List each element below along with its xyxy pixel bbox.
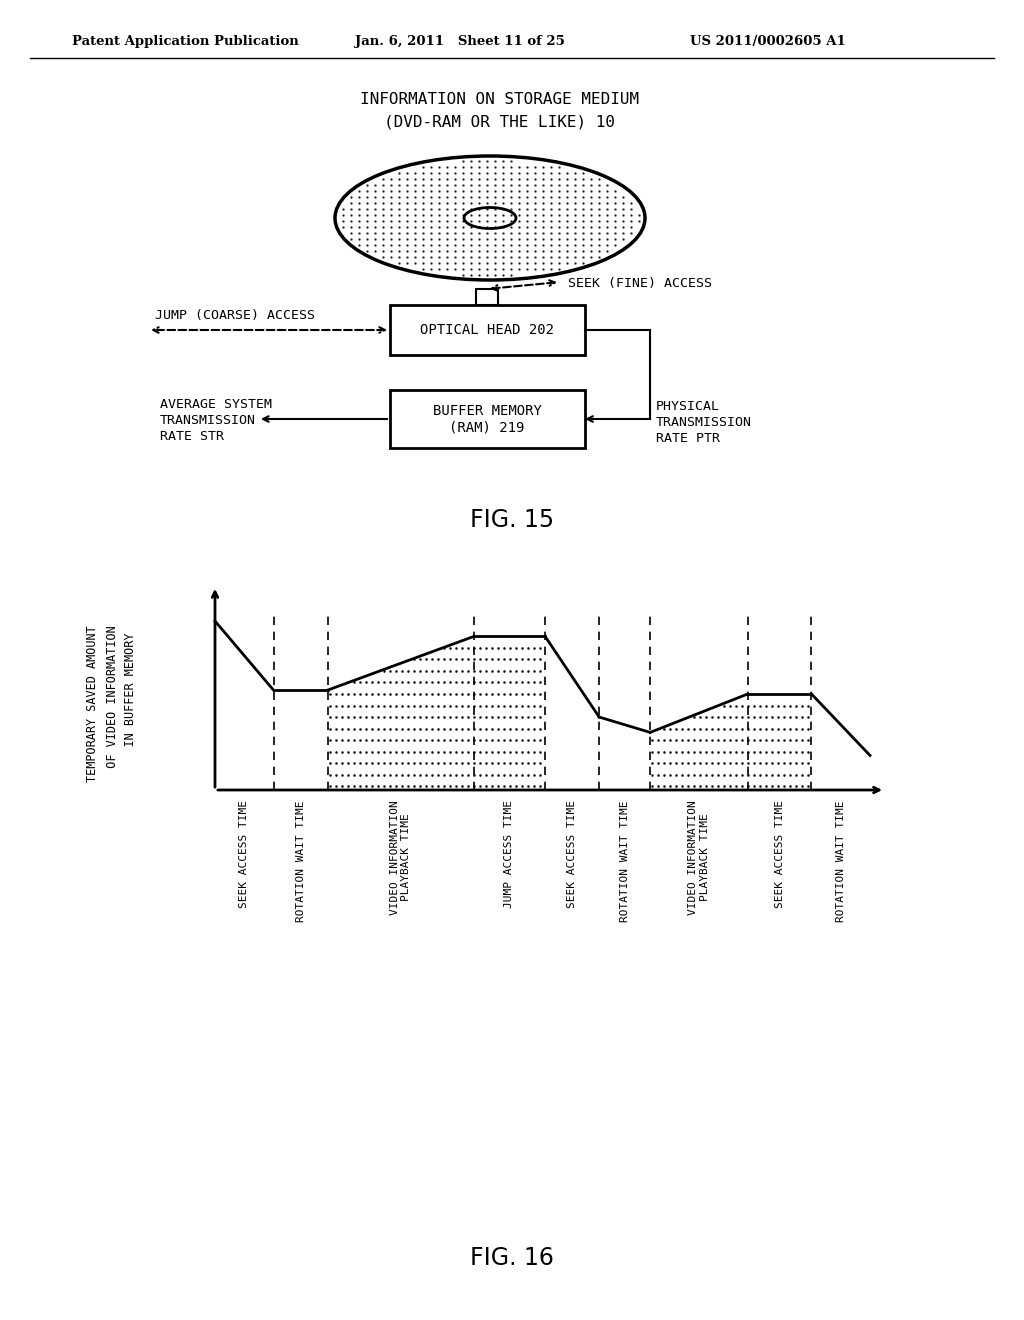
Text: SEEK ACCESS TIME: SEEK ACCESS TIME — [240, 800, 249, 908]
Text: ROTATION WAIT TIME: ROTATION WAIT TIME — [296, 800, 305, 921]
Text: VIDEO INFORMATION
PLAYBACK TIME: VIDEO INFORMATION PLAYBACK TIME — [390, 800, 412, 915]
FancyBboxPatch shape — [390, 305, 585, 355]
Text: TRANSMISSION: TRANSMISSION — [656, 417, 752, 429]
Text: INFORMATION ON STORAGE MEDIUM: INFORMATION ON STORAGE MEDIUM — [360, 92, 640, 107]
Text: SEEK ACCESS TIME: SEEK ACCESS TIME — [567, 800, 578, 908]
Text: BUFFER MEMORY
(RAM) 219: BUFFER MEMORY (RAM) 219 — [432, 404, 542, 434]
FancyBboxPatch shape — [476, 289, 498, 305]
Text: TEMPORARY SAVED AMOUNT
  OF VIDEO INFORMATION
    IN BUFFER MEMORY: TEMPORARY SAVED AMOUNT OF VIDEO INFORMAT… — [86, 626, 137, 783]
Text: Patent Application Publication: Patent Application Publication — [72, 36, 299, 49]
Text: US 2011/0002605 A1: US 2011/0002605 A1 — [690, 36, 846, 49]
Text: PHYSICAL: PHYSICAL — [656, 400, 720, 413]
Text: JUMP (COARSE) ACCESS: JUMP (COARSE) ACCESS — [155, 309, 315, 322]
Text: VIDEO INFORMATION
PLAYBACK TIME: VIDEO INFORMATION PLAYBACK TIME — [688, 800, 710, 915]
Text: ROTATION WAIT TIME: ROTATION WAIT TIME — [620, 800, 630, 921]
Text: FIG. 16: FIG. 16 — [470, 1246, 554, 1270]
Text: SEEK ACCESS TIME: SEEK ACCESS TIME — [774, 800, 784, 908]
Text: RATE STR: RATE STR — [160, 430, 224, 444]
Text: (DVD-RAM OR THE LIKE) 10: (DVD-RAM OR THE LIKE) 10 — [384, 115, 615, 129]
Text: Jan. 6, 2011   Sheet 11 of 25: Jan. 6, 2011 Sheet 11 of 25 — [355, 36, 565, 49]
Text: OPTICAL HEAD 202: OPTICAL HEAD 202 — [420, 323, 554, 337]
Text: ROTATION WAIT TIME: ROTATION WAIT TIME — [836, 800, 846, 921]
Text: JUMP ACCESS TIME: JUMP ACCESS TIME — [505, 800, 514, 908]
FancyBboxPatch shape — [390, 389, 585, 447]
Text: RATE PTR: RATE PTR — [656, 433, 720, 446]
Text: TRANSMISSION: TRANSMISSION — [160, 414, 256, 428]
Text: FIG. 15: FIG. 15 — [470, 508, 554, 532]
Text: SEEK (FINE) ACCESS: SEEK (FINE) ACCESS — [568, 277, 712, 290]
Text: AVERAGE SYSTEM: AVERAGE SYSTEM — [160, 397, 272, 411]
